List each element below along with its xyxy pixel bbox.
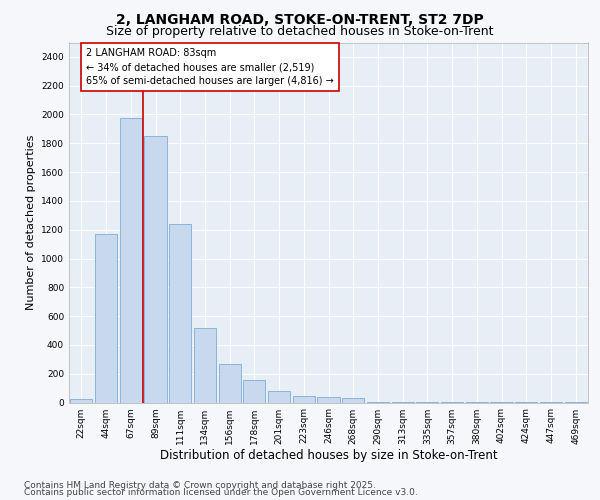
Text: 2 LANGHAM ROAD: 83sqm
← 34% of detached houses are smaller (2,519)
65% of semi-d: 2 LANGHAM ROAD: 83sqm ← 34% of detached …: [86, 48, 334, 86]
Bar: [243, 380, 265, 402]
Text: Size of property relative to detached houses in Stoke-on-Trent: Size of property relative to detached ho…: [106, 25, 494, 38]
Bar: [169, 224, 191, 402]
Bar: [119, 118, 142, 403]
Bar: [95, 234, 117, 402]
Bar: [218, 364, 241, 403]
Bar: [342, 398, 364, 402]
Y-axis label: Number of detached properties: Number of detached properties: [26, 135, 35, 310]
Bar: [145, 136, 167, 402]
Text: Contains public sector information licensed under the Open Government Licence v3: Contains public sector information licen…: [24, 488, 418, 497]
Bar: [194, 328, 216, 402]
Text: 2, LANGHAM ROAD, STOKE-ON-TRENT, ST2 7DP: 2, LANGHAM ROAD, STOKE-ON-TRENT, ST2 7DP: [116, 12, 484, 26]
X-axis label: Distribution of detached houses by size in Stoke-on-Trent: Distribution of detached houses by size …: [160, 450, 497, 462]
Bar: [70, 399, 92, 402]
Bar: [268, 391, 290, 402]
Bar: [293, 396, 315, 402]
Bar: [317, 398, 340, 402]
Text: Contains HM Land Registry data © Crown copyright and database right 2025.: Contains HM Land Registry data © Crown c…: [24, 480, 376, 490]
